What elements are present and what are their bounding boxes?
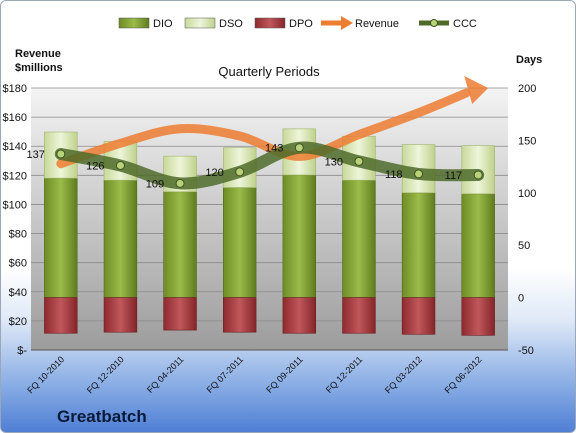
legend-label-ccc: CCC (453, 18, 477, 30)
ccc-marker (294, 143, 304, 153)
legend-label-dso: DSO (219, 18, 243, 30)
bars-layer (44, 128, 495, 336)
dpo-bar (44, 297, 78, 334)
legend-label-dpo: DPO (289, 18, 313, 30)
right-tick-label: 150 (518, 135, 536, 147)
dpo-bar (461, 297, 495, 336)
category-label: FQ 03-2012 (383, 354, 424, 395)
right-tick-label: 50 (518, 240, 530, 252)
lines-layer: 137 126 109 120 143 130 118 117 (26, 76, 489, 190)
dpo-bar (103, 297, 138, 333)
dpo-bar (222, 297, 257, 333)
chart-title: Quarterly Periods (218, 64, 320, 79)
plot-area (31, 88, 508, 350)
left-axis-label-line2: $millions (15, 62, 63, 74)
dio-bar (222, 187, 257, 298)
legend-swatch-dso (184, 17, 216, 29)
category-label: FQ 10-2010 (25, 354, 66, 395)
category-label: FQ 12-2010 (85, 354, 126, 395)
dio-bar (401, 192, 436, 298)
category-label: FQ 12-2011 (324, 354, 365, 395)
ccc-data-label: 137 (26, 149, 44, 161)
left-tick-label: $160 (3, 112, 27, 124)
left-tick-label: $180 (3, 83, 27, 95)
legend-swatch-dio (118, 17, 150, 29)
ccc-data-label: 120 (205, 167, 223, 179)
right-tick-label: 200 (518, 83, 536, 95)
category-label: FQ 09-2011 (264, 354, 305, 395)
right-tick-label: 0 (518, 293, 524, 305)
ccc-marker (115, 161, 125, 171)
company-name: Greatbatch (57, 407, 147, 426)
ccc-marker (414, 169, 424, 179)
revenue-line (56, 88, 471, 169)
ccc-data-label: 118 (385, 169, 403, 181)
dpo-bar (163, 297, 197, 331)
dio-bar (163, 191, 197, 298)
dio-bar (103, 179, 138, 298)
ccc-data-label: 109 (146, 178, 164, 190)
ccc-marker (354, 156, 364, 166)
dpo-bar (401, 297, 436, 335)
left-tick-label: $120 (3, 170, 27, 182)
right-axis-label: Days (516, 54, 542, 66)
left-tick-label: $100 (3, 199, 27, 211)
legend-swatch-ccc-dot (430, 19, 438, 27)
legend-swatch-dpo (254, 17, 286, 29)
left-tick-label: $40 (9, 287, 27, 299)
category-label: FQ 06-2012 (443, 354, 484, 395)
dio-bar (342, 179, 376, 298)
legend: DIO DSO DPO Revenue CCC (118, 16, 477, 30)
legend-label-revenue: Revenue (355, 18, 399, 30)
category-label: FQ 04-2011 (145, 354, 186, 395)
revenue-arrowhead (464, 76, 489, 104)
legend-swatch-revenue-head (341, 16, 353, 30)
category-label: FQ 07-2011 (205, 354, 246, 395)
ccc-marker (473, 170, 483, 180)
ccc-data-label: 126 (86, 161, 104, 173)
left-tick-label: $140 (3, 141, 27, 153)
left-tick-label: $60 (9, 258, 27, 270)
ccc-marker (235, 167, 245, 177)
left-tick-label: $- (17, 345, 27, 357)
ccc-data-label: 130 (325, 156, 343, 168)
dio-bar (44, 177, 78, 298)
dpo-bar (342, 297, 376, 334)
ccc-marker (175, 178, 185, 188)
right-tick-label: 100 (518, 188, 536, 200)
dpo-bar (282, 297, 317, 334)
dio-bar (461, 193, 495, 298)
ccc-data-label: 117 (445, 170, 463, 182)
ccc-marker (56, 149, 66, 159)
right-tick-label: -50 (518, 345, 534, 357)
left-tick-label: $20 (9, 316, 27, 328)
legend-label-dio: DIO (153, 18, 173, 30)
ccc-line (54, 141, 485, 190)
left-axis-label-line1: Revenue (15, 48, 61, 60)
dio-bar (282, 174, 317, 298)
ccc-data-label: 143 (265, 143, 283, 155)
left-tick-label: $80 (9, 229, 27, 241)
